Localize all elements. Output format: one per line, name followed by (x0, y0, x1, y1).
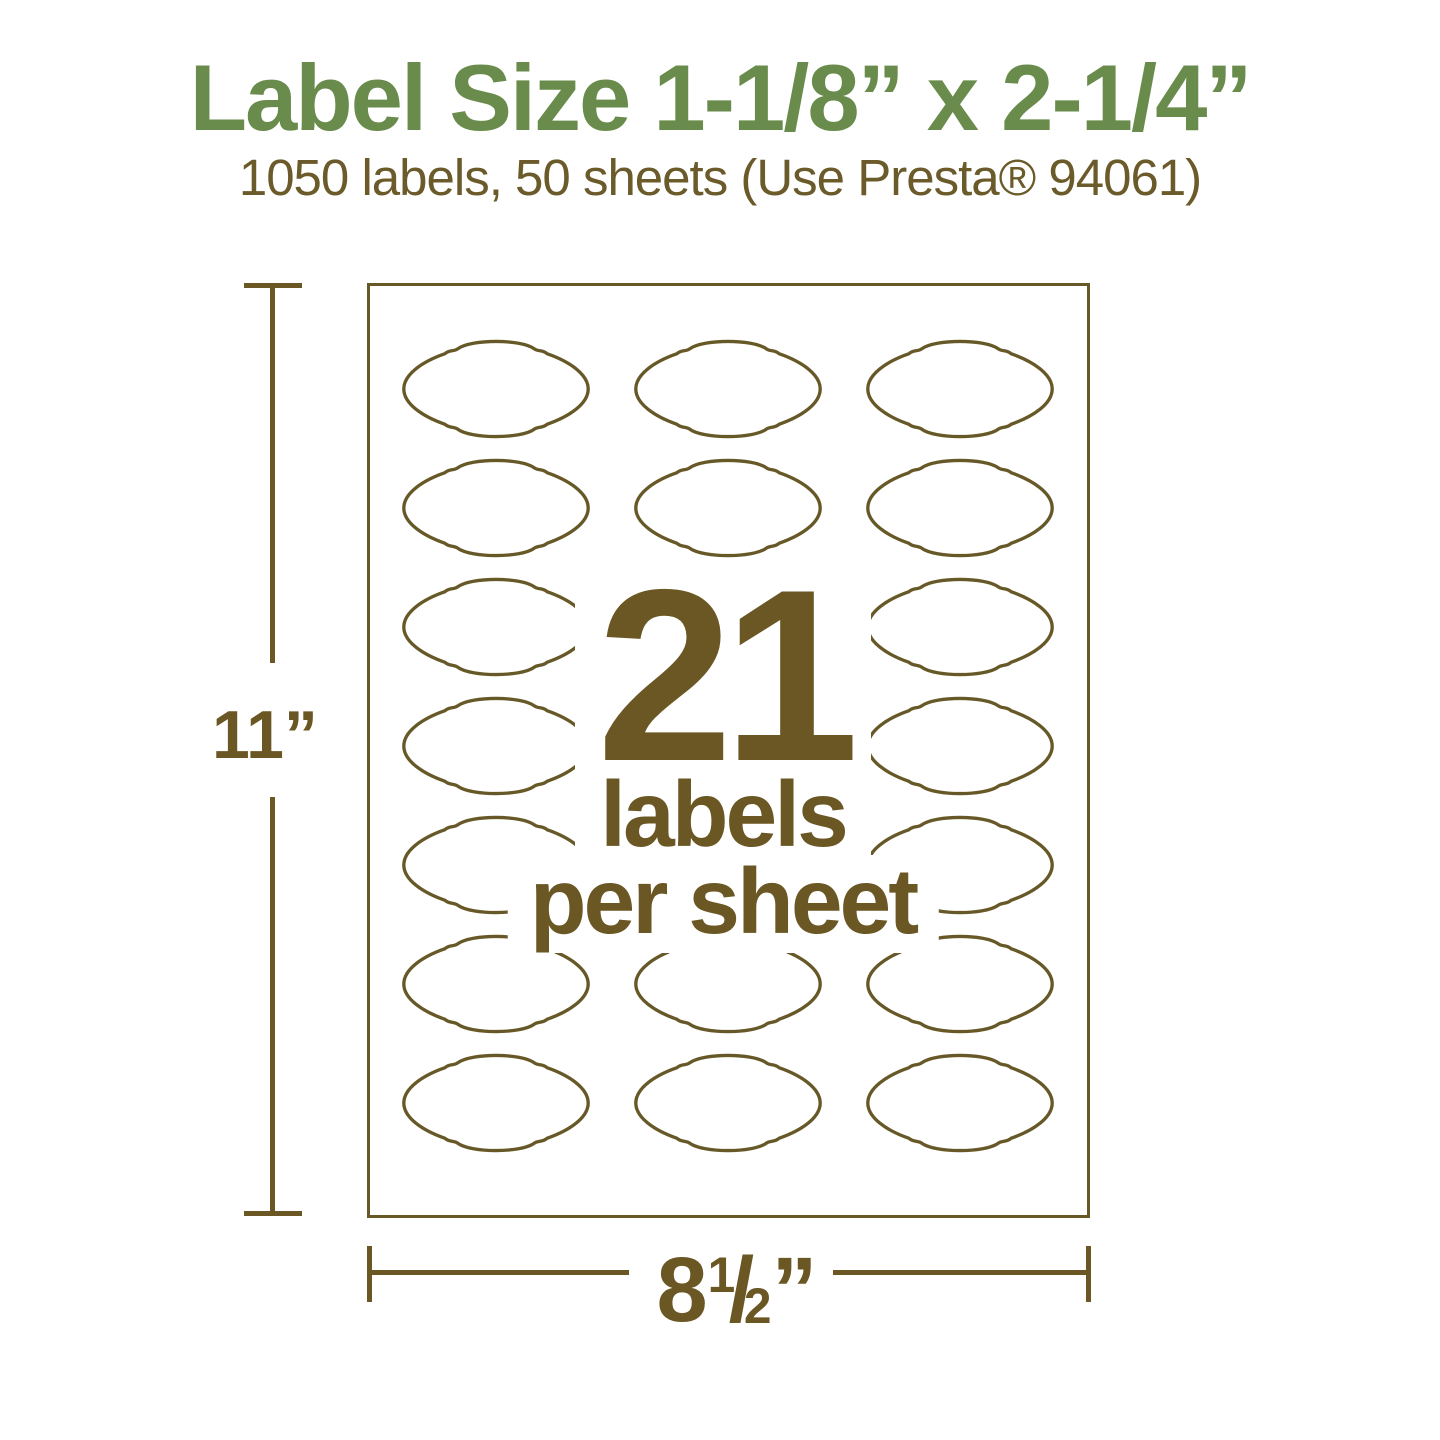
fancy-oval-outline-icon (866, 458, 1054, 558)
page-title: Label Size 1-1/8” x 2-1/4” (189, 45, 1253, 150)
width-dimension-label: 81/2” (632, 1238, 842, 1343)
fancy-oval-outline-icon (402, 577, 590, 677)
width-dimension-line-left (367, 1270, 629, 1275)
width-fraction-denominator: 2 (743, 1277, 772, 1334)
label-cutout (397, 695, 595, 797)
fancy-oval-outline-icon (634, 1053, 822, 1153)
label-cutout (629, 338, 827, 440)
fancy-oval-outline-icon (866, 696, 1054, 796)
fancy-oval-outline-icon (866, 339, 1054, 439)
label-cutout (861, 1052, 1059, 1154)
label-count: 21 (596, 538, 860, 812)
label-count-unit-line1: labels (600, 762, 849, 866)
label-count-unit-line2: per sheet (507, 855, 939, 953)
width-fraction-slash: / (728, 1239, 755, 1341)
fancy-oval-outline-icon (866, 1053, 1054, 1153)
label-cutout (397, 1052, 595, 1154)
page-subtitle: 1050 labels, 50 sheets (Use Presta® 9406… (238, 149, 1202, 206)
fancy-oval-outline-icon (402, 339, 590, 439)
fancy-oval-outline-icon (866, 577, 1054, 677)
fancy-oval-outline-icon (402, 1053, 590, 1153)
height-dimension-line-lower (270, 797, 275, 1216)
label-cutout (861, 576, 1059, 678)
height-dimension-line-upper (270, 283, 275, 663)
width-inch-mark: ” (771, 1239, 818, 1341)
fancy-oval-outline-icon (634, 339, 822, 439)
fancy-oval-outline-icon (402, 696, 590, 796)
label-cutout (397, 457, 595, 559)
labels-per-sheet-callout: 21 labels per sheet (507, 538, 939, 953)
label-cutout (861, 338, 1059, 440)
width-dimension-line-right (833, 1270, 1091, 1275)
width-fraction-numerator: 1 (707, 1247, 736, 1304)
height-dimension-label: 11” (212, 697, 318, 773)
height-dimension-cap-bottom (244, 1211, 302, 1216)
label-cutout (397, 576, 595, 678)
label-cutout (861, 457, 1059, 559)
label-cutout (861, 695, 1059, 797)
label-cutout (397, 338, 595, 440)
width-whole-number: 8 (656, 1239, 708, 1341)
width-dimension-cap-right (1086, 1246, 1091, 1302)
label-cutout (629, 1052, 827, 1154)
fancy-oval-outline-icon (402, 458, 590, 558)
